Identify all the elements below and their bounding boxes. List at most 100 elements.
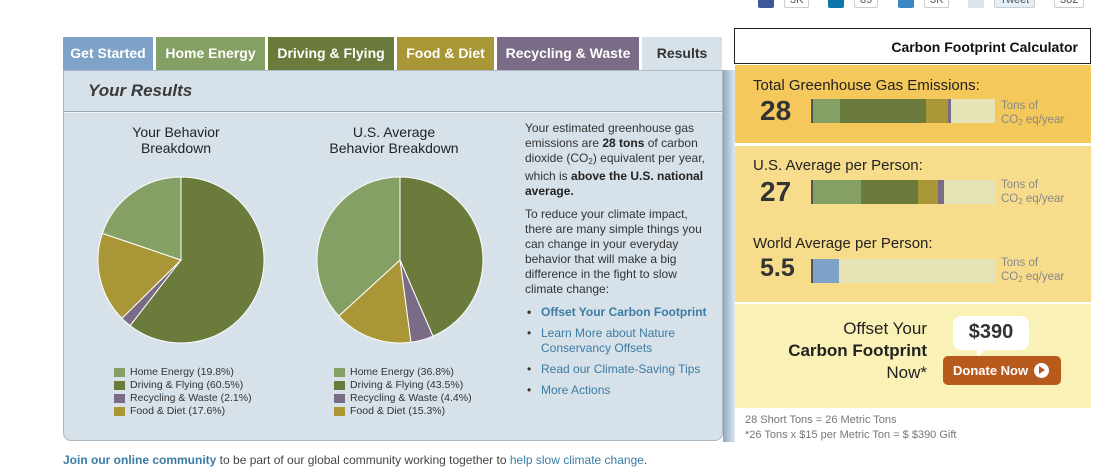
slice-food-diet xyxy=(97,232,182,320)
legend-label: Recycling & Waste (4.4%) xyxy=(350,392,472,404)
offset-line: Carbon Footprint xyxy=(788,341,927,360)
join-community-link[interactable]: Join our online community xyxy=(63,453,217,467)
bar-segment-world xyxy=(813,259,839,283)
slow-climate-change-link[interactable]: help slow climate change xyxy=(509,453,644,467)
bar-segment-recycling xyxy=(938,180,944,204)
legend-item: Home Energy (19.8%) xyxy=(114,366,252,379)
legend-label: Driving & Flying (43.5%) xyxy=(350,379,464,391)
legend-item: Recycling & Waste (4.4%) xyxy=(334,392,472,405)
tab-recycling-waste[interactable]: Recycling & Waste xyxy=(497,37,639,70)
legend-label: Food & Diet (15.3%) xyxy=(350,405,446,417)
facebook-count: 3K xyxy=(784,0,810,8)
unit-rest: eq/year xyxy=(1022,193,1065,205)
slice-driving-flying xyxy=(129,176,265,344)
metric-label: World Average per Person: xyxy=(753,235,933,252)
unit-label: Tons of CO2 eq/year xyxy=(1001,256,1064,287)
results-summary: Your estimated greenhouse gas emissions … xyxy=(525,121,715,404)
legend-item: Food & Diet (17.6%) xyxy=(114,405,252,418)
emissions-bar-us xyxy=(811,180,995,204)
legend-your-behavior: Home Energy (19.8%) Driving & Flying (60… xyxy=(114,366,252,418)
facebook-icon[interactable] xyxy=(758,0,774,8)
slice-food-diet xyxy=(338,258,412,344)
metric-value: 27 xyxy=(760,176,792,207)
tab-driving-flying[interactable]: Driving & Flying xyxy=(268,37,394,70)
calculator-widget: Carbon Footprint Calculator xyxy=(734,28,1091,306)
emissions-bar-world xyxy=(811,259,995,283)
more-actions-link[interactable]: More Actions xyxy=(525,383,715,398)
calculator-title: Carbon Footprint Calculator xyxy=(734,28,1091,64)
tab-results[interactable]: Results xyxy=(642,37,722,70)
tab-home-energy[interactable]: Home Energy xyxy=(156,37,265,70)
results-panel: Your Results Your Behavior Breakdown Hom… xyxy=(63,70,723,441)
unit-line: CO2 eq/year xyxy=(1001,113,1064,130)
linkedin-icon[interactable] xyxy=(828,0,844,8)
legend-label: Driving & Flying (60.5%) xyxy=(130,379,244,391)
page-title: Your Results xyxy=(88,81,193,100)
offset-box: Offset Your Carbon Footprint Now* $390 D… xyxy=(735,304,1091,408)
linkedin-count: 89 xyxy=(854,0,879,8)
bar-segment-home-energy xyxy=(813,99,840,123)
pie-chart-your-behavior xyxy=(97,176,265,344)
offset-footprint-link[interactable]: Offset Your Carbon Footprint xyxy=(525,305,715,320)
pie-title-your-behavior: Your Behavior Breakdown xyxy=(86,124,266,156)
share-plus-icon[interactable] xyxy=(898,0,914,8)
tweet-button[interactable]: Tweet xyxy=(994,0,1036,8)
unit-line: Tons of xyxy=(1001,100,1039,112)
legend-label: Recycling & Waste (2.1%) xyxy=(130,392,252,404)
summary-text: of carbon dioxide (CO xyxy=(525,136,698,165)
arrow-right-icon xyxy=(1034,363,1049,378)
unit-co: CO xyxy=(1001,271,1019,283)
summary-comparison: above the U.S. national average. xyxy=(525,169,704,198)
metric-value: 28 xyxy=(760,95,792,126)
unit-rest: eq/year xyxy=(1022,114,1065,126)
subscript: 2 xyxy=(588,157,593,166)
legend-item: Driving & Flying (60.5%) xyxy=(114,379,252,392)
legend-item: Driving & Flying (43.5%) xyxy=(334,379,472,392)
divider-highlight xyxy=(64,112,722,113)
metric-label: Total Greenhouse Gas Emissions: xyxy=(753,77,980,94)
share-count: 3K xyxy=(924,0,950,8)
legend-label: Home Energy (36.8%) xyxy=(350,366,454,378)
unit-line: Tons of xyxy=(1001,257,1039,269)
pie-title-line1: Your Behavior xyxy=(132,124,220,140)
bar-segment-food xyxy=(918,180,938,204)
legend-us-average: Home Energy (36.8%) Driving & Flying (43… xyxy=(334,366,472,418)
panel-divider xyxy=(723,70,735,442)
subscript: 2 xyxy=(1018,275,1023,284)
unit-label: Tons of CO2 eq/year xyxy=(1001,99,1064,130)
email-icon[interactable] xyxy=(968,0,984,8)
climate-tips-link[interactable]: Read our Climate-Saving Tips xyxy=(525,362,715,377)
subscript: 2 xyxy=(1018,118,1023,127)
unit-rest: eq/year xyxy=(1022,271,1065,283)
action-links: Offset Your Carbon Footprint Learn More … xyxy=(525,305,715,398)
bar-segment-food xyxy=(926,99,948,123)
slice-driving-flying xyxy=(399,176,484,337)
learn-more-offsets-link[interactable]: Learn More about Nature Conservancy Offs… xyxy=(525,326,715,356)
donate-now-button[interactable]: Donate Now xyxy=(943,356,1061,385)
legend-item: Recycling & Waste (2.1%) xyxy=(114,392,252,405)
tab-get-started[interactable]: Get Started xyxy=(63,37,153,70)
pie-title-line2: Behavior Breakdown xyxy=(329,140,459,156)
offset-price: $390 xyxy=(953,316,1029,358)
unit-line: CO2 eq/year xyxy=(1001,192,1064,209)
metric-value: 5.5 xyxy=(760,254,795,282)
metric-label: U.S. Average per Person: xyxy=(753,157,923,174)
conversion-note: 28 Short Tons = 26 Metric Tons xyxy=(745,414,897,426)
unit-co: CO xyxy=(1001,193,1019,205)
offset-text: Offset Your Carbon Footprint Now* xyxy=(788,318,927,384)
bar-segment-driving xyxy=(861,180,918,204)
bar-segment-recycling xyxy=(948,99,951,123)
total-emissions-box: Total Greenhouse Gas Emissions: 28 Tons … xyxy=(735,65,1091,143)
subscript: 2 xyxy=(1018,197,1023,206)
tweet-count: 382 xyxy=(1054,0,1085,8)
legend-label: Food & Diet (17.6%) xyxy=(130,405,226,417)
tab-food-diet[interactable]: Food & Diet xyxy=(397,37,494,70)
summary-text: ) equivalent per year, which is xyxy=(525,151,705,183)
averages-box: U.S. Average per Person: 27 Tons of CO2 e… xyxy=(735,146,1091,302)
summary-tons: 28 tons xyxy=(602,136,645,150)
summary-emissions-text: Your estimated greenhouse gas emissions … xyxy=(525,121,715,199)
footer-text-end: . xyxy=(643,453,648,467)
unit-line: Tons of xyxy=(1001,179,1039,191)
summary-advice-text: To reduce your climate impact, there are… xyxy=(525,207,702,296)
unit-co: CO xyxy=(1001,114,1019,126)
